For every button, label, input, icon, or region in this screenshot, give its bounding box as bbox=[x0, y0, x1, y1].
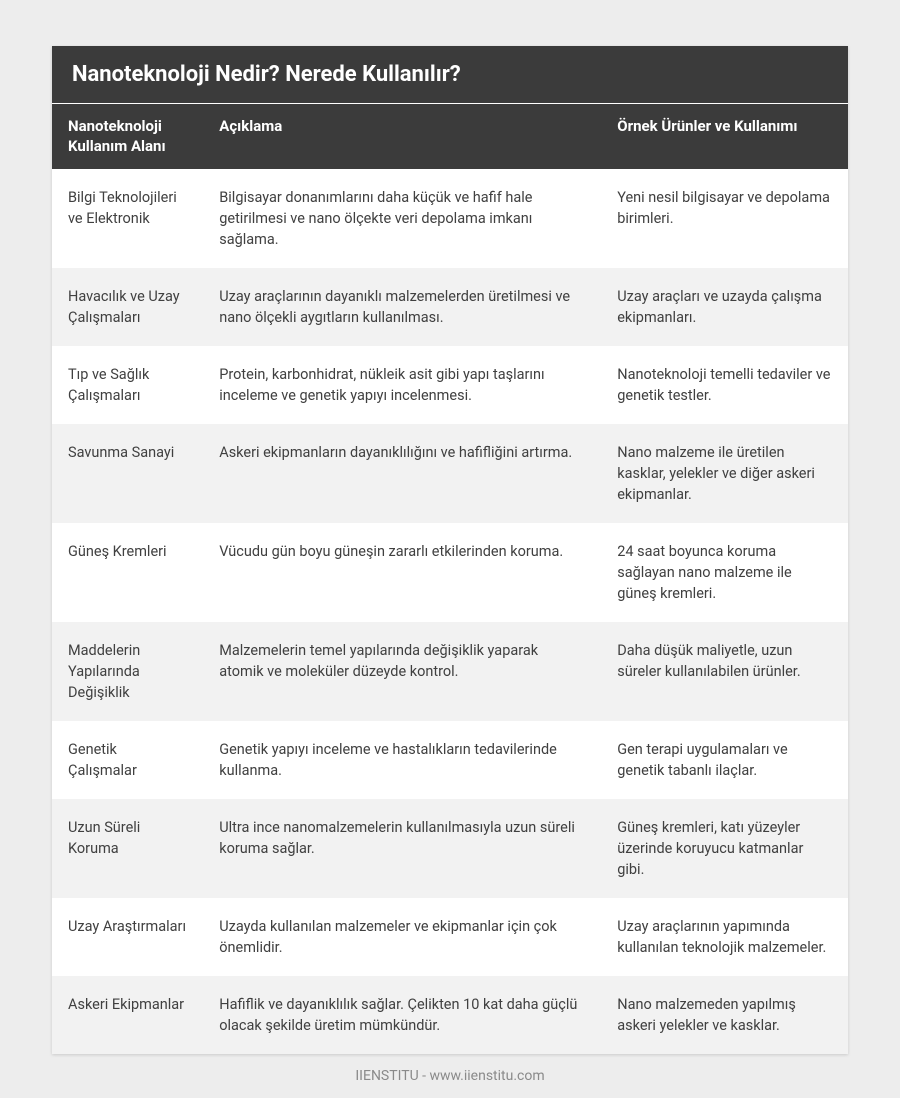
table-row: Askeri EkipmanlarHafiflik ve dayanıklılı… bbox=[52, 976, 848, 1054]
cell-area: Savunma Sanayi bbox=[52, 424, 203, 523]
table-row: Uzun Süreli KorumaUltra ince nanomalzeme… bbox=[52, 799, 848, 898]
column-header-example: Örnek Ürünler ve Kullanımı bbox=[601, 104, 848, 169]
table-row: Havacılık ve Uzay ÇalışmalarıUzay araçla… bbox=[52, 268, 848, 346]
cell-desc: Malzemelerin temel yapılarında değişikli… bbox=[203, 622, 601, 721]
cell-desc: Uzayda kullanılan malzemeler ve ekipmanl… bbox=[203, 898, 601, 976]
cell-desc: Vücudu gün boyu güneşin zararlı etkileri… bbox=[203, 523, 601, 622]
cell-example: Nano malzeme ile üretilen kasklar, yelek… bbox=[601, 424, 848, 523]
table-row: Tıp ve Sağlık ÇalışmalarıProtein, karbon… bbox=[52, 346, 848, 424]
cell-example: Gen terapi uygulamaları ve genetik taban… bbox=[601, 721, 848, 799]
cell-area: Güneş Kremleri bbox=[52, 523, 203, 622]
cell-area: Askeri Ekipmanlar bbox=[52, 976, 203, 1054]
cell-example: 24 saat boyunca koruma sağlayan nano mal… bbox=[601, 523, 848, 622]
cell-example: Uzay araçlarının yapımında kullanılan te… bbox=[601, 898, 848, 976]
column-header-desc: Açıklama bbox=[203, 104, 601, 169]
cell-area: Uzun Süreli Koruma bbox=[52, 799, 203, 898]
cell-example: Yeni nesil bilgisayar ve depolama biriml… bbox=[601, 169, 848, 268]
table-header-row: Nanoteknoloji Kullanım Alanı Açıklama Ör… bbox=[52, 104, 848, 169]
cell-example: Güneş kremleri, katı yüzeyler üzerinde k… bbox=[601, 799, 848, 898]
cell-example: Daha düşük maliyetle, uzun süreler kulla… bbox=[601, 622, 848, 721]
cell-area: Bilgi Teknolojileri ve Elektronik bbox=[52, 169, 203, 268]
cell-example: Nano malzemeden yapılmış askeri yelekler… bbox=[601, 976, 848, 1054]
cell-desc: Genetik yapıyı inceleme ve hastalıkların… bbox=[203, 721, 601, 799]
cell-desc: Uzay araçlarının dayanıklı malzemelerden… bbox=[203, 268, 601, 346]
cell-area: Maddelerin Yapılarında Değişiklik bbox=[52, 622, 203, 721]
table-body: Bilgi Teknolojileri ve ElektronikBilgisa… bbox=[52, 169, 848, 1054]
cell-desc: Askeri ekipmanların dayanıklılığını ve h… bbox=[203, 424, 601, 523]
table-row: Genetik ÇalışmalarGenetik yapıyı incelem… bbox=[52, 721, 848, 799]
cell-example: Uzay araçları ve uzayda çalışma ekipmanl… bbox=[601, 268, 848, 346]
column-header-area: Nanoteknoloji Kullanım Alanı bbox=[52, 104, 203, 169]
table-title: Nanoteknoloji Nedir? Nerede Kullanılır? bbox=[52, 46, 848, 104]
table-card: Nanoteknoloji Nedir? Nerede Kullanılır? … bbox=[52, 46, 848, 1054]
table-row: Bilgi Teknolojileri ve ElektronikBilgisa… bbox=[52, 169, 848, 268]
table-row: Savunma SanayiAskeri ekipmanların dayanı… bbox=[52, 424, 848, 523]
table-row: Güneş KremleriVücudu gün boyu güneşin za… bbox=[52, 523, 848, 622]
table-row: Uzay AraştırmalarıUzayda kullanılan malz… bbox=[52, 898, 848, 976]
cell-desc: Ultra ince nanomalzemelerin kullanılması… bbox=[203, 799, 601, 898]
table-row: Maddelerin Yapılarında DeğişiklikMalzeme… bbox=[52, 622, 848, 721]
cell-desc: Hafiflik ve dayanıklılık sağlar. Çelikte… bbox=[203, 976, 601, 1054]
cell-area: Havacılık ve Uzay Çalışmaları bbox=[52, 268, 203, 346]
cell-area: Uzay Araştırmaları bbox=[52, 898, 203, 976]
cell-desc: Protein, karbonhidrat, nükleik asit gibi… bbox=[203, 346, 601, 424]
cell-area: Tıp ve Sağlık Çalışmaları bbox=[52, 346, 203, 424]
cell-area: Genetik Çalışmalar bbox=[52, 721, 203, 799]
cell-desc: Bilgisayar donanımlarını daha küçük ve h… bbox=[203, 169, 601, 268]
cell-example: Nanoteknoloji temelli tedaviler ve genet… bbox=[601, 346, 848, 424]
